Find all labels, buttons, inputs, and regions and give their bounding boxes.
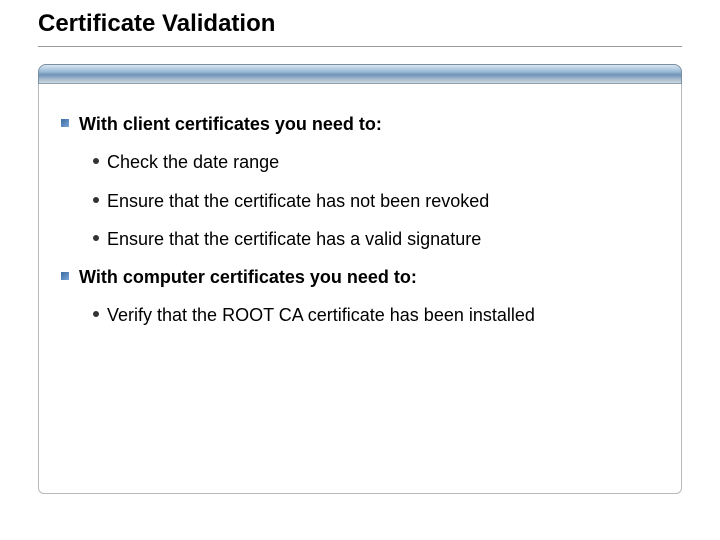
list-item-text: With client certificates you need to: — [79, 112, 382, 136]
list-item-text: Verify that the ROOT CA certificate has … — [107, 303, 535, 327]
list-item: Ensure that the certificate has not been… — [93, 189, 659, 213]
page-title: Certificate Validation — [38, 10, 275, 38]
list-item-text: With computer certificates you need to: — [79, 265, 417, 289]
list-item: With client certificates you need to: — [61, 112, 659, 136]
panel-header-bar — [38, 64, 682, 84]
content-panel: With client certificates you need to: Ch… — [38, 64, 682, 494]
list-item-text: Ensure that the certificate has a valid … — [107, 227, 481, 251]
slide: Certificate Validation With client certi… — [0, 0, 720, 540]
square-bullet-icon — [61, 119, 69, 127]
dot-bullet-icon — [93, 235, 99, 241]
dot-bullet-icon — [93, 311, 99, 317]
list-item: Verify that the ROOT CA certificate has … — [93, 303, 659, 327]
title-underline — [38, 46, 682, 47]
square-bullet-icon — [61, 272, 69, 280]
list-item: With computer certificates you need to: — [61, 265, 659, 289]
list-item: Ensure that the certificate has a valid … — [93, 227, 659, 251]
dot-bullet-icon — [93, 158, 99, 164]
list-item-text: Check the date range — [107, 150, 279, 174]
list-item: Check the date range — [93, 150, 659, 174]
list-item-text: Ensure that the certificate has not been… — [107, 189, 489, 213]
panel-body: With client certificates you need to: Ch… — [38, 84, 682, 494]
dot-bullet-icon — [93, 197, 99, 203]
